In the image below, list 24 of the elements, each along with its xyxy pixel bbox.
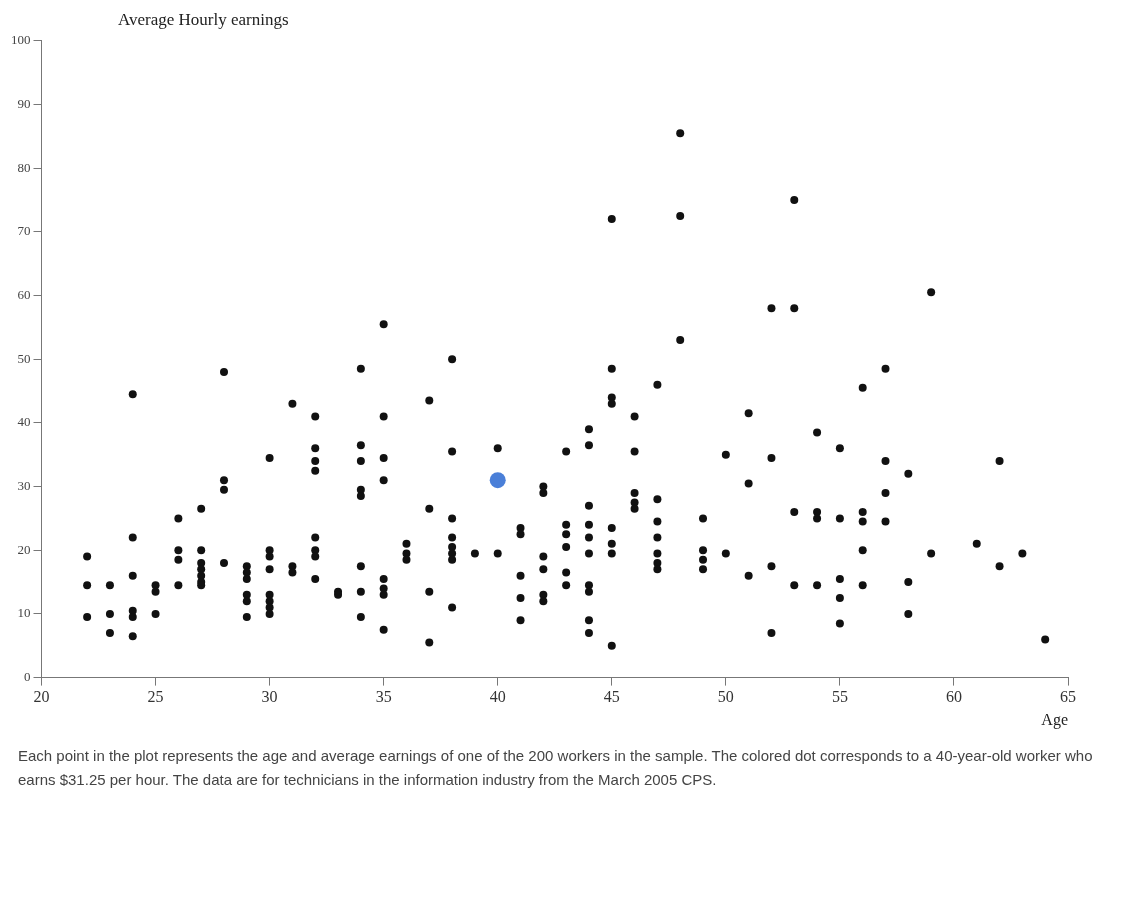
y-tick-label: 90 bbox=[17, 95, 31, 111]
x-tick-label: 65 bbox=[1060, 688, 1076, 706]
x-axis-title: Age bbox=[1041, 710, 1068, 729]
y-tick-label: 70 bbox=[17, 223, 31, 239]
x-tick-label: 45 bbox=[603, 688, 620, 706]
x-tick-label: 25 bbox=[147, 688, 164, 706]
y-tick-label: 40 bbox=[17, 414, 31, 430]
y-tick-label: 60 bbox=[17, 286, 31, 302]
x-tick-label: 40 bbox=[489, 688, 506, 706]
y-axis-title: Average Hourly earnings bbox=[118, 10, 290, 30]
y-tick-label: 0 bbox=[24, 669, 31, 685]
x-tick-label: 35 bbox=[375, 688, 392, 706]
text: Each point in the plot represents the age and average earnings of one of the 200 workers in the sample. The colored dot corresponds to a 40-year-old worker who earns $31.25 per hour. The data are for technicians in the information industry from the March 2005 CPS. bbox=[18, 746, 1094, 790]
x-tick-label: 55 bbox=[831, 688, 848, 706]
y-tick-label: 50 bbox=[17, 350, 31, 366]
x-tick-label: 20 bbox=[33, 688, 50, 706]
y-tick-label: 80 bbox=[17, 159, 31, 175]
x-tick-label: 50 bbox=[717, 688, 734, 706]
x-tick-label: 60 bbox=[945, 688, 962, 706]
y-tick-label: 20 bbox=[17, 541, 31, 557]
x-tick-label: 30 bbox=[261, 688, 278, 706]
y-tick-label: 10 bbox=[17, 605, 31, 621]
y-tick-label: 30 bbox=[17, 477, 31, 493]
y-tick-label: 100 bbox=[11, 32, 31, 48]
